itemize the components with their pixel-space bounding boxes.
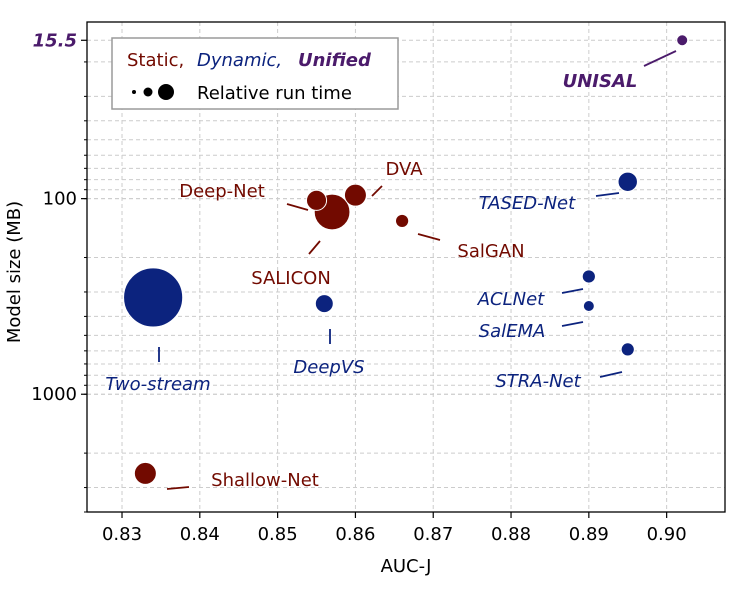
label-deep-net: Deep-Net xyxy=(179,181,265,202)
callout-unisal xyxy=(643,50,677,67)
point-tased-net xyxy=(617,171,638,192)
x-tick-label: 0.89 xyxy=(569,524,609,545)
label-stra-net: STRA-Net xyxy=(495,371,581,392)
axes: 0.83 0.84 0.85 0.86 0.87 0.88 0.89 0.90 15.5 100 1… xyxy=(31,21,726,545)
callout-dva xyxy=(371,185,383,197)
legend-size-small-marker xyxy=(132,90,136,94)
point-aclnet xyxy=(581,269,596,284)
callouts xyxy=(158,50,677,490)
legend-size-medium-marker xyxy=(143,87,153,97)
point-salema xyxy=(582,300,595,313)
point-deepvs xyxy=(314,294,334,314)
label-salgan: SalGAN xyxy=(457,241,524,262)
x-axis-label: AUC-J xyxy=(381,556,432,577)
callout-aclnet xyxy=(561,288,584,294)
x-tick-label: 0.88 xyxy=(491,524,531,545)
legend-static-label: Static, xyxy=(127,50,184,71)
legend-dynamic-label: Dynamic, xyxy=(197,50,282,71)
label-aclnet: ACLNet xyxy=(477,289,545,310)
point-shallow-net xyxy=(133,461,157,485)
callout-deep-net xyxy=(286,203,309,211)
point-deep-net xyxy=(305,189,328,211)
x-tick-label: 0.86 xyxy=(335,524,375,545)
data-points xyxy=(123,34,689,485)
point-unisal xyxy=(676,34,689,47)
label-two-stream: Two-stream xyxy=(105,374,210,395)
legend-unified-label: Unified xyxy=(298,50,372,71)
y-tick-label: 100 xyxy=(43,189,77,210)
point-salgan xyxy=(394,213,410,229)
callout-shallow-net xyxy=(166,486,190,490)
callout-salgan xyxy=(417,233,441,241)
label-shallow-net: Shallow-Net xyxy=(211,470,319,491)
y-axis-label: Model size (MB) xyxy=(4,201,25,343)
x-tick-label: 0.83 xyxy=(102,524,142,545)
label-dva: DVA xyxy=(385,159,423,180)
x-tick-label: 0.85 xyxy=(258,524,298,545)
x-tick-label: 0.90 xyxy=(647,524,687,545)
x-tick-label: 0.84 xyxy=(180,524,220,545)
grid xyxy=(87,22,725,513)
y-tick-label: 1000 xyxy=(31,384,77,405)
point-stra-net xyxy=(620,342,635,357)
label-deepvs: DeepVS xyxy=(293,357,364,378)
label-salicon: SALICON xyxy=(251,268,331,289)
point-two-stream xyxy=(123,267,184,328)
x-tick-label: 0.87 xyxy=(413,524,453,545)
legend-size-large-marker xyxy=(158,84,174,100)
label-tased-net: TASED-Net xyxy=(479,193,576,214)
callout-stra-net xyxy=(599,371,623,378)
callout-salicon xyxy=(308,240,321,255)
point-labels: UNISAL TASED-Net DVA Deep-Net SALICON SalGAN A… xyxy=(105,71,637,491)
label-salema: SalEMA xyxy=(479,321,546,342)
legend: Static, Dynamic, Unified Relative run ti… xyxy=(111,37,399,110)
legend-box xyxy=(111,37,399,110)
legend-size-label: Relative run time xyxy=(197,83,352,104)
point-dva xyxy=(343,183,367,207)
y-tick-label: 15.5 xyxy=(33,30,77,51)
callout-tased-net xyxy=(595,192,620,197)
callout-salema xyxy=(561,321,584,327)
plot-frame xyxy=(86,21,726,513)
label-unisal: UNISAL xyxy=(563,71,638,92)
